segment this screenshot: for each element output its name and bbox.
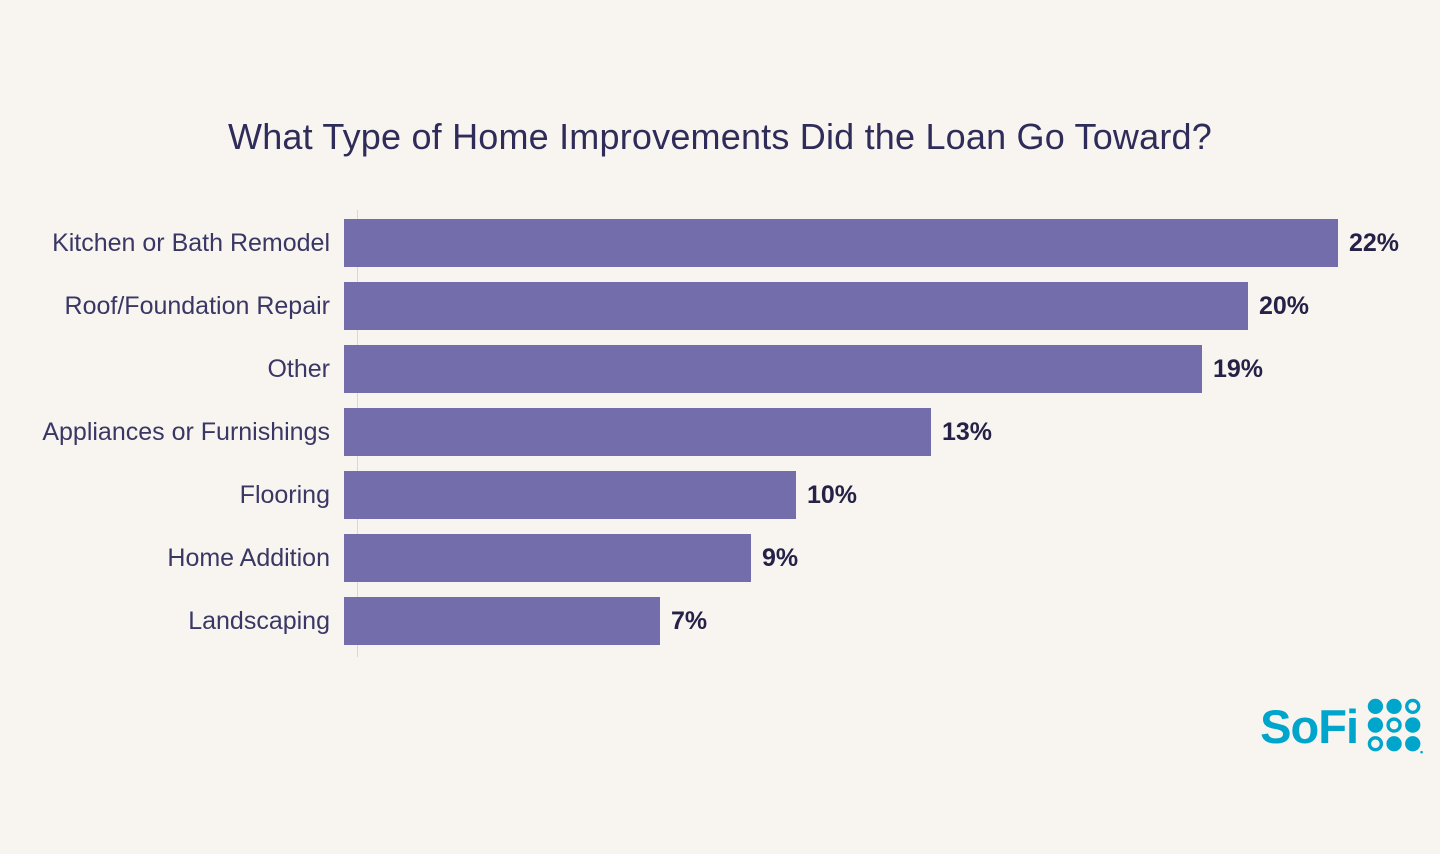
bar-row: Appliances or Furnishings 13% [0, 408, 1440, 456]
trademark-dot [1420, 750, 1423, 754]
bar-area: 19% [344, 345, 1440, 393]
chart-title: What Type of Home Improvements Did the L… [228, 116, 1212, 157]
bar [344, 471, 796, 519]
bar-row: Home Addition 9% [0, 534, 1440, 582]
bar [344, 408, 931, 456]
value-label: 7% [671, 606, 708, 635]
bar-area: 13% [344, 408, 1440, 456]
bar-row: Landscaping 7% [0, 597, 1440, 645]
category-label: Kitchen or Bath Remodel [52, 228, 330, 257]
category-label: Home Addition [167, 543, 330, 572]
bar-area: 22% [344, 219, 1440, 267]
value-label: 9% [762, 543, 799, 572]
bar-row: Flooring 10% [0, 471, 1440, 519]
bar-area: 7% [344, 597, 1440, 645]
value-label: 13% [942, 417, 993, 446]
bar-chart: Kitchen or Bath Remodel 22% Roof/Foundatio… [0, 210, 1440, 657]
bar-area: 10% [344, 471, 1440, 519]
bar [344, 219, 1338, 267]
bar-row: Roof/Foundation Repair 20% [0, 282, 1440, 330]
category-label: Other [267, 354, 330, 383]
sofi-logo: SoFi [1260, 698, 1423, 754]
category-label: Roof/Foundation Repair [64, 291, 330, 320]
bar-area: 20% [344, 282, 1440, 330]
category-label: Flooring [239, 480, 330, 509]
bar [344, 345, 1202, 393]
bar [344, 534, 751, 582]
value-label: 19% [1213, 354, 1264, 383]
bar-area: 9% [344, 534, 1440, 582]
sofi-logo-text: SoFi [1260, 699, 1359, 753]
category-label: Appliances or Furnishings [42, 417, 330, 446]
category-label: Landscaping [188, 606, 330, 635]
value-label: 10% [807, 480, 858, 509]
bar-row: Other 19% [0, 345, 1440, 393]
bar-rows: Kitchen or Bath Remodel 22% Roof/Foundatio… [0, 219, 1440, 645]
value-label: 20% [1259, 291, 1310, 320]
bar [344, 282, 1248, 330]
sofi-logo-mark-icon [1367, 698, 1423, 754]
value-label: 22% [1349, 228, 1400, 257]
bar [344, 597, 660, 645]
bar-row: Kitchen or Bath Remodel 22% [0, 219, 1440, 267]
